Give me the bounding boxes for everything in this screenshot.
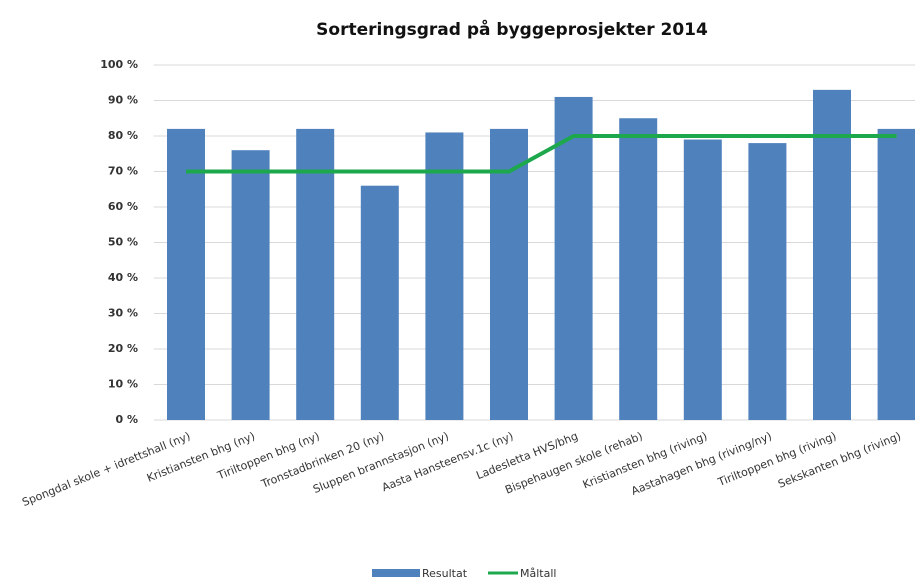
- legend-swatch: [372, 569, 420, 577]
- y-tick-label: 50 %: [108, 236, 138, 249]
- bar: [360, 185, 399, 420]
- bar: [231, 150, 270, 420]
- bar: [296, 128, 335, 420]
- y-tick-label: 40 %: [108, 271, 138, 284]
- bar: [877, 128, 915, 420]
- y-tick-label: 60 %: [108, 200, 138, 213]
- bar: [748, 143, 787, 420]
- x-tick-label: Kristiansten bhg (ny): [145, 430, 257, 485]
- target-line: [186, 134, 897, 174]
- legend-label: Måltall: [520, 567, 556, 579]
- y-tick-label: 0 %: [115, 413, 138, 426]
- y-tick-label: 30 %: [108, 307, 138, 320]
- y-tick-label: 70 %: [108, 165, 138, 178]
- x-tick-label: Sekskanten bhg (riving): [776, 430, 903, 491]
- y-tick-label: 100 %: [100, 58, 138, 71]
- bar: [813, 89, 851, 420]
- y-tick-label: 80 %: [108, 129, 138, 142]
- bar: [490, 128, 528, 420]
- bar: [425, 132, 464, 420]
- bar: [167, 128, 205, 420]
- bar: [683, 139, 722, 421]
- y-tick-label: 90 %: [108, 94, 138, 107]
- bar: [619, 118, 658, 420]
- y-tick-label: 10 %: [108, 378, 138, 391]
- legend-label: Resultat: [422, 567, 468, 579]
- bar: [554, 96, 593, 420]
- chart-title: Sorteringsgrad på byggeprosjekter 2014: [316, 18, 708, 40]
- y-tick-label: 20 %: [108, 342, 138, 355]
